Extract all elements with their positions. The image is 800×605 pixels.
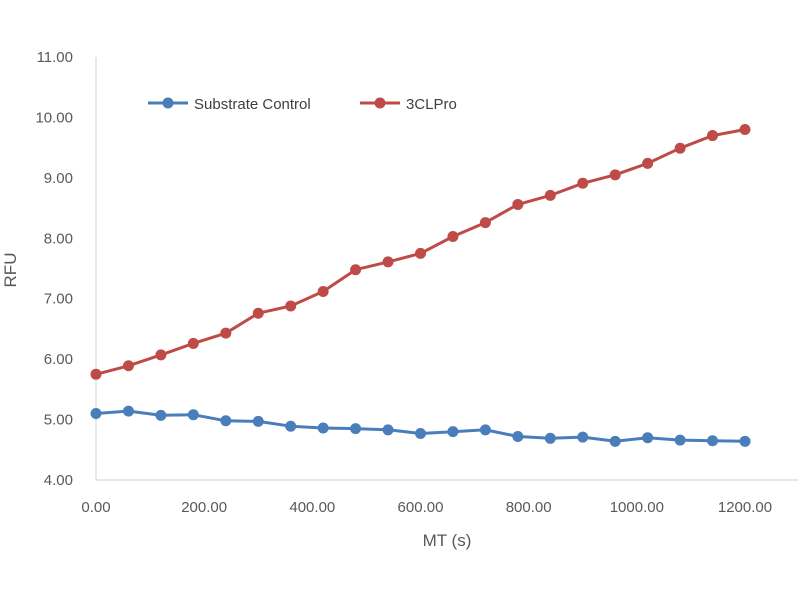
data-point-substrate-control xyxy=(512,430,524,442)
data-point-substrate-control xyxy=(317,422,329,434)
y-tick-label: 7.00 xyxy=(44,291,73,308)
x-tick-label: 1200.00 xyxy=(718,499,772,516)
legend-item-3clpro: 3CLPro xyxy=(360,96,457,113)
data-point-substrate-control xyxy=(544,432,556,444)
data-point-substrate-control xyxy=(122,405,134,417)
data-point-3clpro xyxy=(577,177,589,189)
x-tick-label: 0.00 xyxy=(81,499,110,516)
data-point-3clpro xyxy=(90,368,102,380)
data-point-3clpro xyxy=(512,198,524,210)
series-substrate-control xyxy=(90,405,751,447)
data-point-3clpro xyxy=(609,169,621,181)
data-point-3clpro xyxy=(122,360,134,372)
data-point-3clpro xyxy=(544,189,556,201)
x-tick-label: 400.00 xyxy=(289,499,335,516)
data-point-substrate-control xyxy=(350,423,362,435)
data-point-3clpro xyxy=(415,247,426,259)
data-point-3clpro xyxy=(479,217,491,229)
y-tick-label: 9.00 xyxy=(44,170,73,187)
data-point-substrate-control xyxy=(220,415,232,427)
data-point-substrate-control xyxy=(382,424,394,436)
data-point-substrate-control xyxy=(252,415,264,427)
data-point-substrate-control xyxy=(674,434,686,446)
data-point-substrate-control xyxy=(155,409,167,421)
data-point-3clpro xyxy=(220,327,232,339)
data-point-substrate-control xyxy=(479,424,491,436)
data-point-3clpro xyxy=(642,157,654,169)
tick-labels: 4.00 5.00 6.00 7.00 8.00 9.00 10.00 11.00 0.00 20… xyxy=(35,49,772,516)
y-tick-label: 4.00 xyxy=(44,472,73,489)
data-series xyxy=(90,124,751,447)
data-point-substrate-control xyxy=(642,432,654,444)
legend: Substrate Control 3CLPro xyxy=(148,96,457,113)
legend-label: Substrate Control xyxy=(194,96,311,113)
y-tick-label: 10.00 xyxy=(35,109,73,126)
y-tick-label: 8.00 xyxy=(44,230,73,247)
data-point-3clpro xyxy=(447,230,459,242)
legend-item-substrate-control: Substrate Control xyxy=(148,96,311,113)
data-point-3clpro xyxy=(674,142,686,154)
data-point-substrate-control xyxy=(415,427,426,439)
legend-swatch-marker xyxy=(374,97,386,109)
data-point-substrate-control xyxy=(187,409,199,421)
data-point-substrate-control xyxy=(739,435,751,447)
data-point-substrate-control xyxy=(447,426,459,438)
data-point-substrate-control xyxy=(609,435,621,447)
data-point-substrate-control xyxy=(577,431,589,443)
data-point-3clpro xyxy=(155,349,167,361)
data-point-substrate-control xyxy=(90,408,102,420)
x-tick-label: 600.00 xyxy=(398,499,444,516)
series-3clpro xyxy=(90,124,751,380)
data-point-3clpro xyxy=(350,264,362,276)
data-point-3clpro xyxy=(285,300,297,312)
x-tick-label: 200.00 xyxy=(181,499,227,516)
y-axis-title: RFU xyxy=(1,253,20,288)
legend-swatch-marker xyxy=(162,97,174,109)
y-tick-label: 6.00 xyxy=(44,351,73,368)
data-point-3clpro xyxy=(382,256,394,268)
legend-label: 3CLPro xyxy=(406,96,457,113)
y-tick-label: 5.00 xyxy=(44,412,73,429)
x-tick-label: 1000.00 xyxy=(610,499,664,516)
x-axis-title: MT (s) xyxy=(423,531,472,550)
data-point-3clpro xyxy=(739,124,751,136)
x-tick-label: 800.00 xyxy=(506,499,552,516)
data-point-3clpro xyxy=(252,307,264,319)
data-point-3clpro xyxy=(317,285,329,297)
data-point-3clpro xyxy=(707,130,719,142)
y-tick-label: 11.00 xyxy=(37,49,73,66)
data-point-substrate-control xyxy=(707,435,719,447)
data-point-3clpro xyxy=(187,337,199,349)
data-point-substrate-control xyxy=(285,420,297,432)
